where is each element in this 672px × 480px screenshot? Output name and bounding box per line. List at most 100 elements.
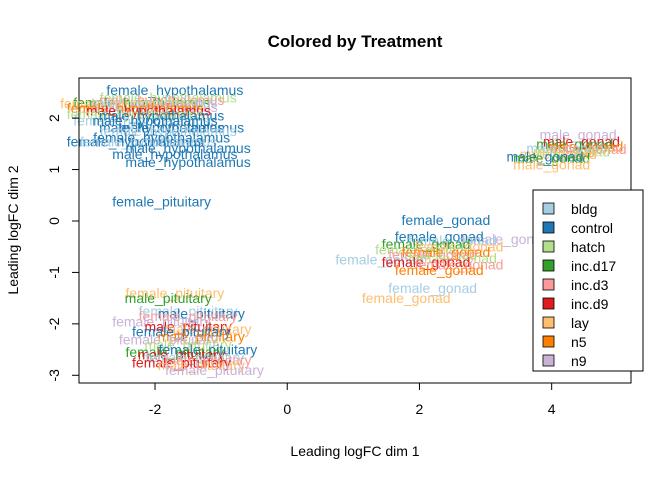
point-label-41: female_gonad xyxy=(402,244,491,260)
point-label-63: female_pituitary xyxy=(125,344,224,360)
point-label-47: female_gonad xyxy=(395,262,484,278)
point-label-69: female_pituitary xyxy=(165,362,264,378)
point-label-6: male_hypothalamus xyxy=(92,99,217,115)
point-label-42: female_gonad xyxy=(388,246,477,262)
point-label-17: female_hypothalamus xyxy=(67,133,204,149)
y-axis: -3 -2 -1 0 1 2 xyxy=(46,114,80,382)
point-label-2: male_hypothalamus xyxy=(99,92,224,108)
point-label-5: female_hypothalamus xyxy=(60,96,197,112)
y-tick-label-3: 0 xyxy=(46,217,62,225)
legend-label-n9: n9 xyxy=(571,353,587,369)
point-label-56: male_pituitary xyxy=(144,318,231,334)
point-label-68: male_pituitary xyxy=(158,357,245,373)
point-label-27: male_gonad xyxy=(526,140,603,156)
point-label-9: female_hypothalamus xyxy=(67,106,204,122)
point-label-22: female_pituitary xyxy=(112,193,211,209)
point-label-62: female_pituitary xyxy=(158,342,257,358)
point-label-46: female_gonad xyxy=(415,257,504,273)
point-label-60: female_pituitary xyxy=(119,331,218,347)
point-label-54: female_pituitary xyxy=(139,308,238,324)
point-label-32: male_gonad xyxy=(513,150,590,166)
point-label-34: female_gonad xyxy=(402,212,491,228)
point-label-40: female_gonad xyxy=(375,241,464,257)
point-label-26: male_gonad xyxy=(546,138,623,154)
point-label-52: female_pituitary xyxy=(139,303,238,319)
x-tick-label-1: 0 xyxy=(283,401,291,417)
points-layer: female_hypothalamusfemale_hypothalamusma… xyxy=(60,82,626,378)
y-tick-label-5: 2 xyxy=(46,114,62,122)
point-label-43: female_gonad xyxy=(335,252,424,268)
y-tick-label-2: -1 xyxy=(46,266,62,279)
point-label-1: female_hypothalamus xyxy=(100,90,237,106)
y-tick-label-4: 1 xyxy=(46,165,62,173)
point-label-8: male_hypothalamus xyxy=(86,102,211,118)
point-label-50: female_pituitary xyxy=(125,285,224,301)
legend-swatch-inc.d17 xyxy=(542,259,555,272)
point-label-13: male_hypothalamus xyxy=(119,119,244,135)
point-label-58: female_pituitary xyxy=(132,324,231,340)
point-label-45: female_gonad xyxy=(382,254,471,270)
point-label-10: male_hypothalamus xyxy=(99,108,224,124)
x-axis-label: Leading logFC dim 1 xyxy=(290,443,419,459)
legend-label-lay: lay xyxy=(571,315,589,331)
legend-label-n5: n5 xyxy=(571,334,587,350)
point-label-19: male_hypothalamus xyxy=(125,140,250,156)
legend-label-inc.d3: inc.d3 xyxy=(571,277,609,293)
legend-swatch-n9 xyxy=(542,354,555,367)
point-label-25: male_gonad xyxy=(536,136,613,152)
point-label-38: female_gonad xyxy=(382,236,471,252)
point-label-61: male_pituitary xyxy=(144,336,231,352)
point-label-11: female_hypothalamus xyxy=(73,113,210,129)
point-label-16: female_hypothalamus xyxy=(93,130,230,146)
point-label-3: female_hypothalamus xyxy=(73,95,210,111)
point-label-21: male_hypothalamus xyxy=(125,154,250,170)
y-tick-label-1: -2 xyxy=(46,317,62,330)
y-tick-label-0: -3 xyxy=(46,369,62,382)
point-label-49: female_gonad xyxy=(362,290,451,306)
point-label-30: male_gonad xyxy=(520,146,597,162)
point-label-7: female_hypothalamus xyxy=(67,100,204,116)
point-label-15: female_hypothalamus xyxy=(100,123,237,139)
legend-label-inc.d17: inc.d17 xyxy=(571,258,616,274)
point-label-24: male_gonad xyxy=(543,133,620,149)
x-tick-label-3: 4 xyxy=(548,401,556,417)
point-label-59: male_pituitary xyxy=(158,329,245,345)
point-label-36: female_gonad xyxy=(395,228,484,244)
legend-swatch-control xyxy=(542,221,555,234)
point-label-55: female_pituitary xyxy=(112,313,211,329)
legend-swatch-lay xyxy=(542,316,555,329)
point-label-35: female_gonad xyxy=(461,231,550,247)
point-label-4: male_hypothalamus xyxy=(92,95,217,111)
point-label-39: female_gonad xyxy=(415,239,504,255)
legend-swatch-hatch xyxy=(542,240,555,253)
legend-swatch-n5 xyxy=(542,335,555,348)
point-label-65: female_pituitary xyxy=(145,349,244,365)
point-label-0: female_hypothalamus xyxy=(106,82,243,98)
point-label-14: male_hypothalamus xyxy=(99,119,224,135)
point-label-48: female_gonad xyxy=(388,280,477,296)
legend-label-control: control xyxy=(571,220,613,236)
x-axis: -2 0 2 4 xyxy=(149,382,556,417)
point-label-53: male_pituitary xyxy=(158,306,245,322)
point-label-28: male_gonad xyxy=(549,141,626,157)
point-label-57: male_pituitary xyxy=(164,321,251,337)
legend-label-bldg: bldg xyxy=(571,201,597,217)
legend: bldg control hatch inc.d17 inc.d3 inc.d9 lay n5… xyxy=(532,189,644,372)
point-label-12: male_hypothalamus xyxy=(92,113,217,129)
point-label-66: male_pituitary xyxy=(164,352,251,368)
point-label-20: male_hypothalamus xyxy=(112,146,237,162)
point-label-67: female_pituitary xyxy=(132,354,231,370)
y-axis-label: Leading logFC dim 2 xyxy=(5,165,21,294)
point-label-51: male_pituitary xyxy=(125,290,212,306)
chart-title: Colored by Treatment xyxy=(268,32,443,51)
point-label-31: male_gonad xyxy=(507,149,584,165)
x-tick-label-2: 2 xyxy=(416,401,424,417)
point-label-18: female_hypothalamus xyxy=(80,133,217,149)
legend-swatch-inc.d3 xyxy=(542,278,555,291)
point-label-29: male_gonad xyxy=(533,144,610,160)
point-label-64: male_pituitary xyxy=(138,347,225,363)
legend-label-inc.d9: inc.d9 xyxy=(571,296,609,312)
legend-swatch-bldg xyxy=(542,202,555,215)
point-label-44: female_gonad xyxy=(408,250,497,266)
